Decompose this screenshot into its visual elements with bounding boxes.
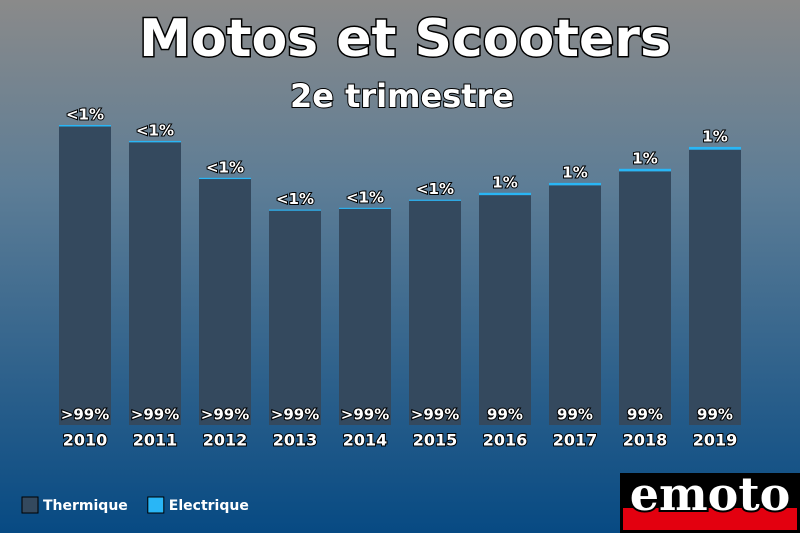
- value-label: <1%: [276, 190, 314, 208]
- bar-segment: [619, 168, 671, 172]
- logo: emoto: [630, 467, 791, 521]
- value-label: <1%: [346, 188, 384, 206]
- chart-subtitle: 2e trimestre: [290, 77, 514, 115]
- value-label: 99%: [557, 406, 593, 424]
- bar-segment: [619, 171, 671, 425]
- value-label: 1%: [562, 163, 587, 181]
- value-label: 1%: [492, 173, 517, 191]
- bar-segment: [199, 177, 251, 180]
- value-label: 1%: [702, 127, 727, 145]
- legend-label: Electrique: [169, 498, 249, 514]
- bar-segment: [199, 179, 251, 425]
- bar-segment: [409, 200, 461, 425]
- logo-band: [623, 508, 797, 530]
- value-label: <1%: [206, 158, 244, 176]
- bar-segment: [269, 209, 321, 211]
- bar-segment: [339, 207, 391, 209]
- value-label: 99%: [627, 406, 663, 424]
- value-label: >99%: [341, 406, 389, 424]
- bar-segment: [59, 125, 111, 127]
- bar-segment: [339, 208, 391, 425]
- bar-segment: [549, 182, 601, 186]
- bar-segment: [59, 126, 111, 425]
- value-label: >99%: [271, 406, 319, 424]
- value-label: >99%: [411, 406, 459, 424]
- value-label: <1%: [416, 180, 454, 198]
- x-tick-label: 2019: [693, 431, 738, 450]
- bar-segment: [689, 149, 741, 425]
- legend-swatch: [21, 496, 39, 514]
- bar-segment: [129, 142, 181, 425]
- bar-segment: [269, 210, 321, 425]
- x-tick-label: 2012: [203, 431, 248, 450]
- x-tick-label: 2015: [413, 431, 458, 450]
- bar-segment: [549, 185, 601, 425]
- bar-segment: [689, 146, 741, 150]
- x-tick-label: 2018: [623, 431, 668, 450]
- value-label: 1%: [632, 149, 657, 167]
- chart-title: Motos et Scooters: [139, 9, 671, 69]
- value-label: 99%: [487, 406, 523, 424]
- value-label: >99%: [61, 406, 109, 424]
- bar-segment: [479, 192, 531, 196]
- bar-segment: [479, 195, 531, 425]
- x-tick-label: 2010: [63, 431, 108, 450]
- x-tick-label: 2013: [273, 431, 318, 450]
- x-tick-label: 2016: [483, 431, 528, 450]
- bar-segment: [129, 140, 181, 143]
- x-tick-label: 2017: [553, 431, 598, 450]
- bar-segment: [409, 199, 461, 201]
- value-label: >99%: [131, 406, 179, 424]
- value-label: <1%: [136, 121, 174, 139]
- x-tick-label: 2011: [133, 431, 178, 450]
- legend-label: Thermique: [43, 498, 128, 514]
- x-tick-label: 2014: [343, 431, 388, 450]
- value-label: <1%: [66, 106, 104, 124]
- legend-swatch: [147, 496, 165, 514]
- value-label: 99%: [697, 406, 733, 424]
- value-label: >99%: [201, 406, 249, 424]
